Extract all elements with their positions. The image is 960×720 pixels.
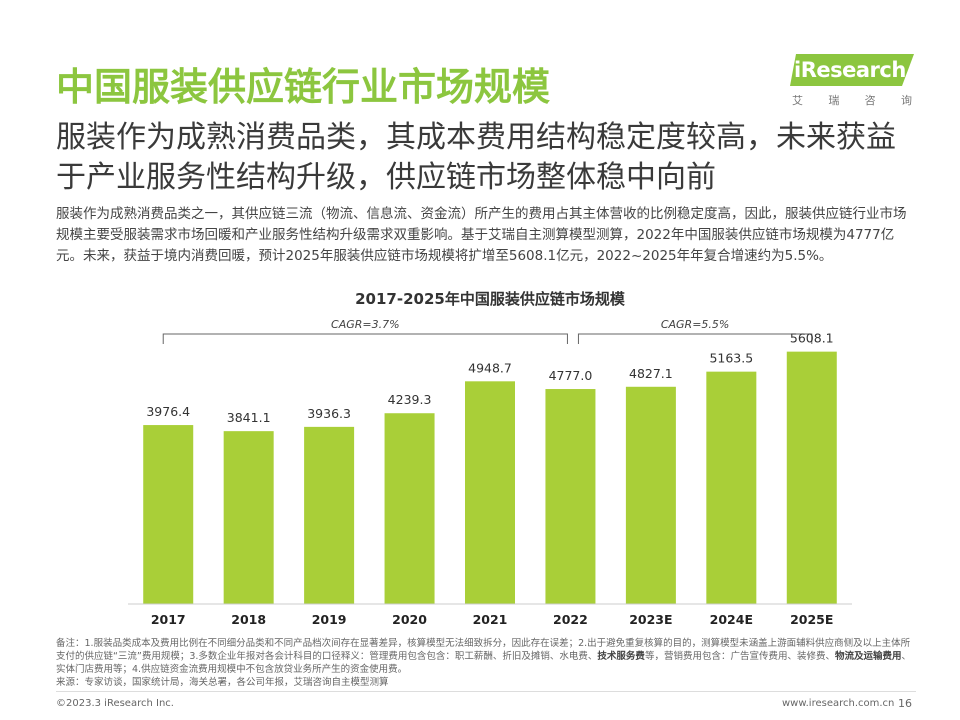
x-tick-label: 2019 <box>312 612 347 627</box>
notes-bold-text: 技术服务费 <box>597 651 645 662</box>
bar-value-label: 3841.1 <box>227 410 271 425</box>
logo-subtitle: 艾 瑞 咨 询 <box>792 92 912 108</box>
bar <box>223 431 274 604</box>
x-tick-label: 2018 <box>231 612 266 627</box>
bar <box>706 371 757 604</box>
description-paragraph: 服装作为成熟消费品类之一，其供应链三流（物流、信息流、资金流）所产生的费用占其主… <box>56 206 907 264</box>
notes-bold-text: 物流及运输费用 <box>834 651 902 662</box>
chart-title: 2017-2025年中国服装供应链市场规模 <box>355 290 626 308</box>
footer-divider <box>56 691 916 692</box>
notes-text: 等，营销费用包含：广告宣传费用、装修费、 <box>644 651 835 662</box>
bar-value-label: 5608.1 <box>790 331 834 346</box>
notes-text: 备注：1.服装品类成本及费用比例在不同细分品类和不同产品档次间存在显著差异，核算… <box>56 638 911 662</box>
bar <box>304 426 355 604</box>
page-subtitle: 服装作为成熟消费品类，其成本费用结构稳定度较高，未来获益于产业服务性结构升级，供… <box>56 120 896 195</box>
iresearch-logo: iResearch 艾 瑞 咨 询 <box>790 52 914 110</box>
bar <box>786 351 837 604</box>
x-tick-label: 2025E <box>790 612 833 627</box>
cagr-bracket <box>577 333 813 344</box>
bar <box>545 389 596 604</box>
footnotes: 备注：1.服装品类成本及费用比例在不同细分品类和不同产品档次间存在显著差异，核算… <box>56 637 916 689</box>
notes-text: 、实体门店费用等；4.供应链资金流费用规模中不包含放贷业务所产生的资金使用费。 <box>56 651 911 675</box>
bar-value-label: 4239.3 <box>388 392 432 407</box>
bar <box>143 425 194 604</box>
x-tick-label: 2023E <box>629 612 672 627</box>
x-tick-label: 2022 <box>553 612 588 627</box>
bar <box>625 386 676 604</box>
logo-sub-char: 瑞 <box>828 94 840 107</box>
copyright-text: ©2023.3 iResearch Inc. <box>56 698 174 709</box>
bar <box>465 381 515 604</box>
logo-sub-char: 艾 <box>792 94 803 107</box>
bar-value-label: 3976.4 <box>146 404 190 419</box>
bar-value-label: 5163.5 <box>709 351 753 366</box>
logo-sub-char: 询 <box>900 94 912 107</box>
logo-badge-shape <box>790 54 914 86</box>
page-title: 中国服装供应链行业市场规模 <box>56 65 551 109</box>
logo-sub-char: 咨 <box>864 94 876 107</box>
logo-wordmark: iResearch <box>794 58 906 82</box>
cagr-annotations: CAGR=3.7% CAGR=5.5% <box>162 318 813 344</box>
source-text: 来源：专家访谈，国家统计局，海关总署，各公司年报，艾瑞咨询自主模型测算 <box>56 677 389 688</box>
cagr-bracket <box>162 333 568 344</box>
bar-value-label: 4948.7 <box>468 360 512 375</box>
page-number: 16 <box>898 697 912 710</box>
bar-value-label: 3936.3 <box>307 406 351 421</box>
cagr-label: CAGR=3.7% <box>331 318 400 331</box>
x-tick-label: 2024E <box>710 612 753 627</box>
x-tick-label: 2020 <box>392 612 427 627</box>
x-tick-label: 2017 <box>151 612 186 627</box>
x-tick-label: 2021 <box>473 612 508 627</box>
bar-series: 3976.4 2017 3841.1 2018 3936.3 2019 4239.3 2020… <box>143 331 837 627</box>
cagr-label: CAGR=5.5% <box>661 318 730 331</box>
bar-value-label: 4777.0 <box>549 368 593 383</box>
bar-value-label: 4827.1 <box>629 366 673 381</box>
bar <box>384 413 435 604</box>
website-link[interactable]: www.iresearch.com.cn <box>782 698 895 709</box>
